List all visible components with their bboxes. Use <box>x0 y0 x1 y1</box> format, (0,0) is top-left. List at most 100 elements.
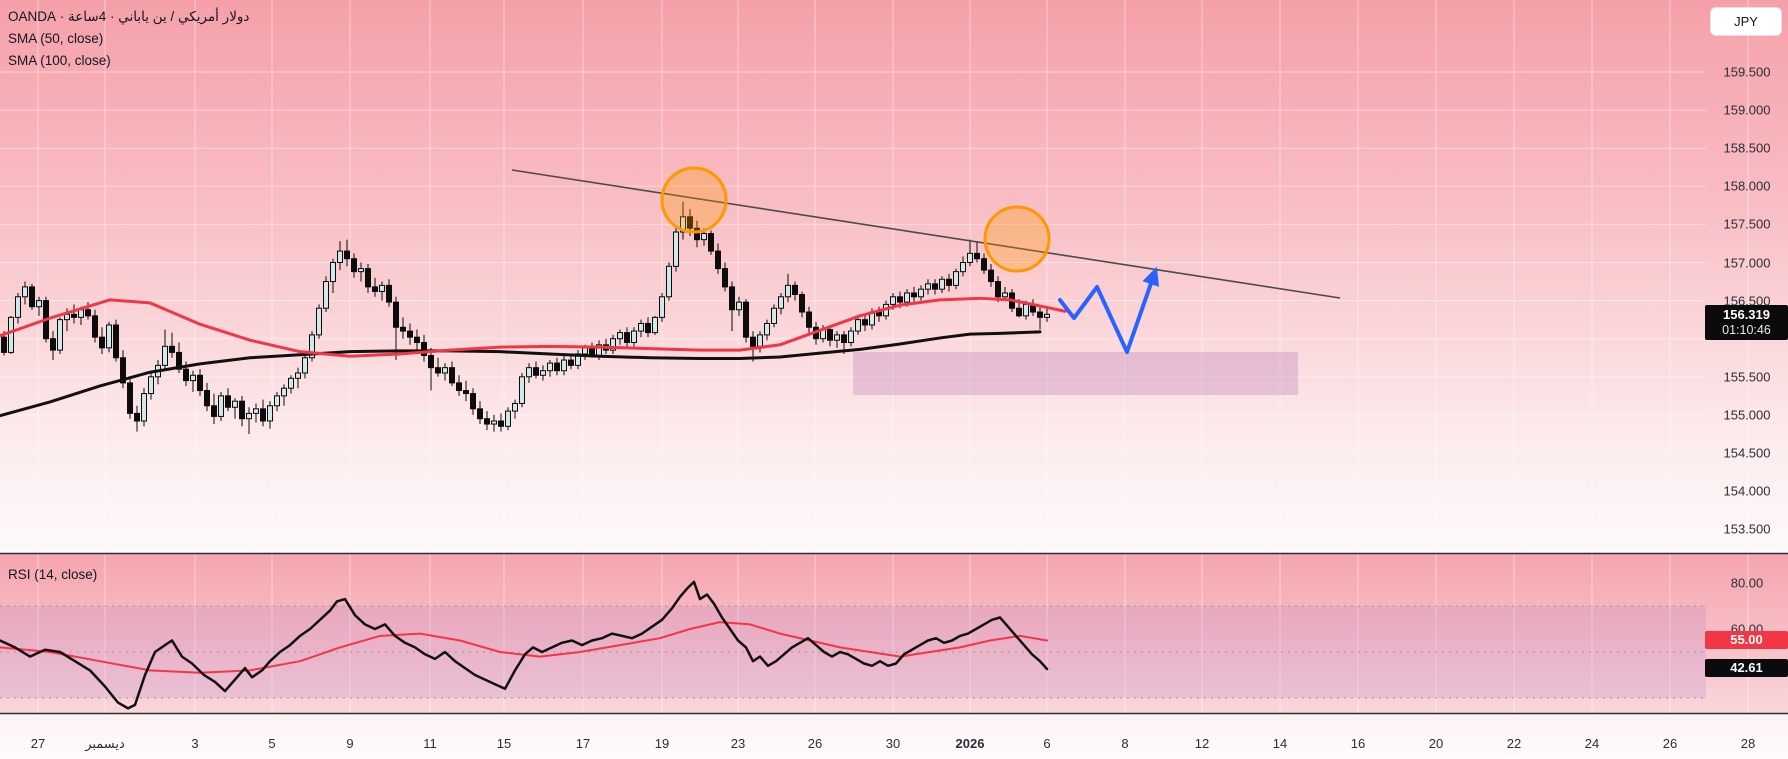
candle-body <box>267 405 273 422</box>
candle-body <box>960 262 966 273</box>
candle-body <box>911 292 917 298</box>
time-axis-label: 19 <box>654 736 670 751</box>
symbol-title[interactable]: دولار أمريكي / ين ياباني · 4ساعة · OANDA <box>8 6 249 28</box>
time-axis-label: 20 <box>1428 736 1444 751</box>
candle-body <box>323 281 329 309</box>
candle-body <box>190 374 196 382</box>
candle-body <box>806 311 812 328</box>
candle-body <box>393 301 399 328</box>
candle-body <box>736 301 742 311</box>
candle-body <box>1044 313 1050 318</box>
candle-body <box>456 382 462 392</box>
candle-body <box>344 250 350 260</box>
time-axis-label: 15 <box>496 736 512 751</box>
price-pane-background[interactable] <box>0 0 1788 553</box>
candle-body <box>57 319 63 351</box>
candle-body <box>386 284 392 303</box>
candle-body <box>974 252 980 260</box>
candle-body <box>918 288 924 298</box>
candle-body <box>988 269 994 283</box>
candle-body <box>8 316 14 353</box>
time-axis-label: 26 <box>807 736 823 751</box>
candle-body <box>694 227 700 241</box>
candle-body <box>645 322 651 334</box>
candle-body <box>792 284 798 296</box>
last-price-value: 156.319 <box>1723 307 1770 323</box>
candle-body <box>295 372 301 379</box>
sma100-legend-row[interactable]: SMA (100, close) <box>8 53 111 68</box>
candle-body <box>1023 303 1029 317</box>
sma50-legend-row[interactable]: SMA (50, close) <box>8 31 104 46</box>
currency-toggle-button[interactable]: JPY <box>1710 7 1782 36</box>
time-axis-label: 27 <box>30 736 46 751</box>
candle-body <box>715 250 721 270</box>
candle-body <box>568 359 574 366</box>
candle-body <box>78 309 84 318</box>
candle-body <box>204 390 210 407</box>
rsi-legend-row[interactable]: RSI (14, close) <box>8 567 98 582</box>
candle-body <box>855 319 861 332</box>
time-axis-strip[interactable] <box>0 714 1788 759</box>
rsi-pane-background[interactable] <box>0 554 1788 713</box>
candle-body <box>526 367 532 378</box>
candle-body <box>316 307 322 336</box>
last-price-badge: 156.319 01:10:46 <box>1705 305 1788 341</box>
price-axis-label: 157.000 <box>1723 255 1771 270</box>
candle-body <box>862 319 868 326</box>
candle-body <box>428 354 434 369</box>
candle-body <box>617 332 623 340</box>
candle-body <box>582 347 588 355</box>
candle-body <box>22 286 28 298</box>
candle-body <box>246 412 252 420</box>
time-axis-label: 3 <box>191 736 199 751</box>
candle-body <box>141 393 147 422</box>
candle-body <box>400 326 406 332</box>
price-axis-label: 159.000 <box>1723 102 1771 118</box>
candle-body <box>113 324 119 359</box>
candle-body <box>281 387 287 397</box>
candle-body <box>967 252 973 264</box>
candle-body <box>330 262 336 283</box>
candle-body <box>897 296 903 303</box>
candle-body <box>470 393 476 410</box>
candle-body <box>939 278 945 290</box>
time-axis-label: 16 <box>1350 736 1366 751</box>
rsi-line <box>0 580 1049 710</box>
candle-body <box>477 408 483 420</box>
candle-body <box>533 367 539 376</box>
candle-body <box>827 329 833 341</box>
time-axis-label: 8 <box>1121 736 1129 751</box>
candle-body <box>71 313 77 318</box>
candle-body <box>176 351 182 370</box>
candle-body <box>127 382 133 414</box>
time-axis-label: 9 <box>346 736 354 751</box>
descending-trendline <box>511 169 1341 299</box>
rsi-ma-line <box>0 621 1048 674</box>
candle-body <box>904 292 910 303</box>
candle-body <box>519 376 525 404</box>
price-axis-label: 158.000 <box>1723 178 1771 194</box>
candle-body <box>379 284 385 292</box>
candle-body <box>225 395 231 408</box>
candle-body <box>148 376 154 395</box>
candle-body <box>407 330 413 338</box>
candle-body <box>491 420 497 425</box>
candle-body <box>841 334 847 344</box>
candle-body <box>554 362 560 372</box>
price-axis-label: 155.000 <box>1723 407 1771 423</box>
candle-body <box>463 390 469 395</box>
candle-body <box>1002 292 1008 298</box>
candle-body <box>218 395 224 417</box>
candle-body <box>302 357 308 374</box>
candle-body <box>309 334 315 359</box>
candle-body <box>169 345 175 353</box>
price-axis-label: 156.500 <box>1723 293 1771 309</box>
time-axis-label: 23 <box>730 736 746 751</box>
candle-body <box>932 283 938 290</box>
candle-body <box>666 265 672 298</box>
candle-body <box>512 402 518 412</box>
candle-body <box>729 286 735 311</box>
candle-body <box>351 258 357 273</box>
candle-body <box>29 286 35 308</box>
